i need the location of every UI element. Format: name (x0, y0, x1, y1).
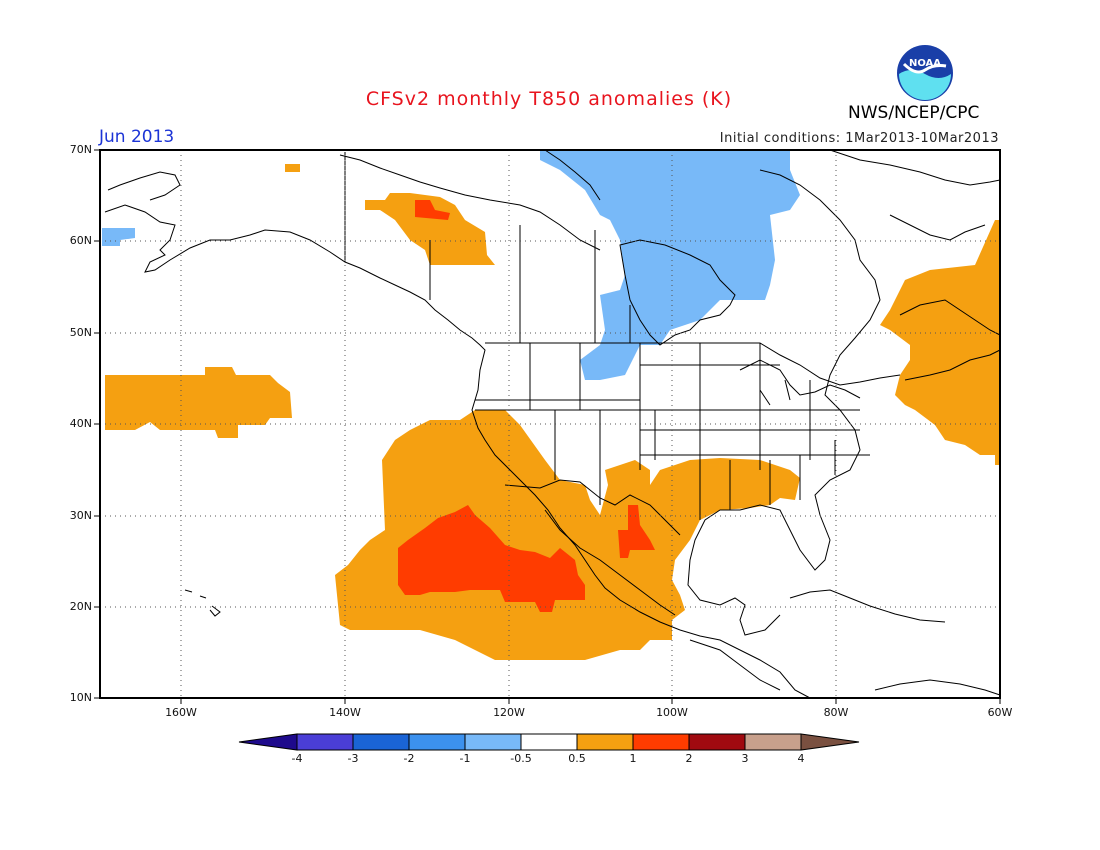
lat-label: 40N (69, 417, 92, 430)
map-title: CFSv2 monthly T850 anomalies (K) (365, 88, 733, 110)
colorbar-segment (520, 733, 578, 751)
lon-label: 60W (987, 706, 1013, 719)
gridlines (100, 150, 1000, 698)
coastlines (104, 149, 1001, 699)
colorbar-label: 1 (629, 752, 637, 765)
colorbar-label: -3 (347, 752, 359, 765)
colorbar-label: 3 (741, 752, 749, 765)
colorbar-label: -1 (459, 752, 471, 765)
colorbar-segment (688, 733, 746, 751)
lat-label: 70N (69, 143, 92, 156)
colorbar-segment (464, 733, 522, 751)
colorbar-segment (296, 733, 354, 751)
logo-text: NOAA (909, 58, 941, 69)
colorbar-label: -2 (403, 752, 415, 765)
colorbar-label: 0.5 (568, 752, 586, 765)
colorbar-segment (576, 733, 634, 751)
colorbar-label: -4 (291, 752, 303, 765)
lat-label: 60N (69, 234, 92, 247)
warm-anomaly-region (105, 164, 1000, 660)
lon-label: 80W (823, 706, 849, 719)
lat-label: 30N (69, 509, 92, 522)
colorbar-segment (352, 733, 410, 751)
lon-label: 140W (329, 706, 361, 719)
forecast-period: Jun 2013 (99, 127, 175, 147)
lat-label: 20N (69, 600, 92, 613)
colorbar-segment (632, 733, 690, 751)
colorbar-segment (408, 733, 466, 751)
lat-label: 10N (69, 691, 92, 704)
agency-label: NWS/NCEP/CPC (848, 103, 980, 123)
tick-marks (94, 149, 1001, 704)
colorbar-segment (744, 733, 802, 751)
lon-label: 160W (165, 706, 197, 719)
colorbar-label: -0.5 (510, 752, 532, 765)
colorbar-segment (800, 733, 860, 751)
political-boundaries (344, 152, 901, 691)
lon-label: 120W (493, 706, 525, 719)
colorbar (238, 733, 860, 751)
lat-label: 50N (69, 326, 92, 339)
colorbar-label: 4 (797, 752, 805, 765)
noaa-logo: NOAA (897, 45, 953, 101)
initial-conditions: Initial conditions: 1Mar2013-10Mar2013 (719, 131, 999, 146)
colorbar-label: 2 (685, 752, 693, 765)
strong-warm-anomaly-region (398, 200, 655, 612)
colorbar-segment (238, 733, 298, 751)
lon-label: 100W (656, 706, 688, 719)
